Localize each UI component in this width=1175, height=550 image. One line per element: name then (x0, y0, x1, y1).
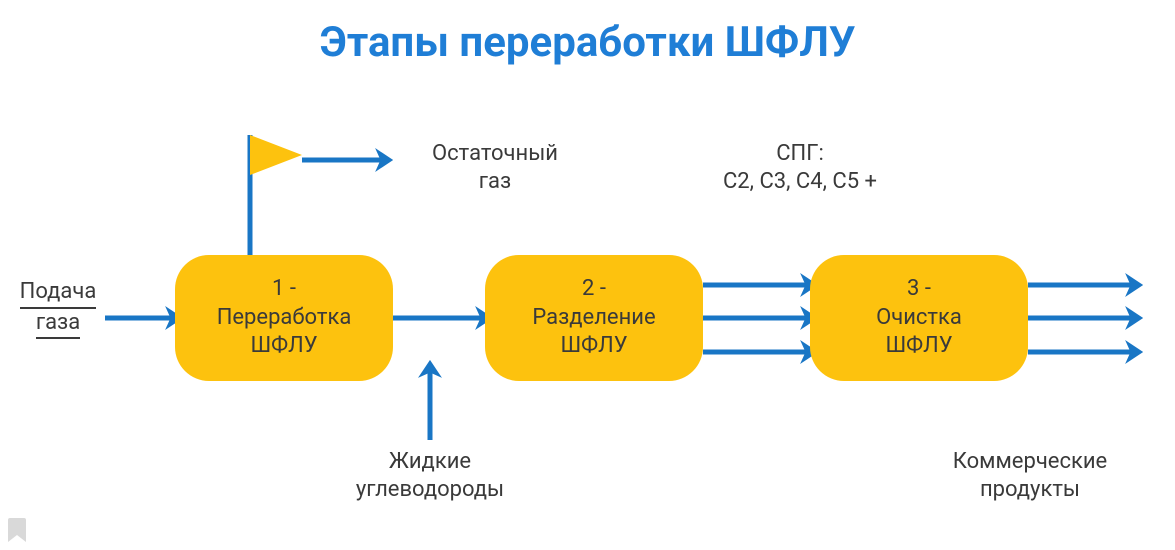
flag-pennant (250, 135, 302, 175)
bookmark-shape (8, 518, 26, 542)
process-node-n1: 1 -ПереработкаШФЛУ (175, 255, 393, 381)
label-resid-gas: Остаточный газ (395, 140, 595, 195)
label-commercial: Коммерческие продукты (900, 448, 1160, 503)
node-line1: 3 - (907, 275, 931, 304)
label-liquids: Жидкие углеводороды (300, 448, 560, 503)
node-line3: ШФЛУ (560, 332, 627, 361)
label-spg: СПГ: C2, C3, C4, C5 + (665, 140, 935, 195)
label-input-word1: Подача (20, 278, 97, 309)
node-line1: 1 - (272, 275, 296, 304)
process-node-n3: 3 -ОчисткаШФЛУ (810, 255, 1028, 381)
node-line1: 2 - (582, 275, 606, 304)
process-node-n2: 2 -РазделениеШФЛУ (485, 255, 703, 381)
node-line2: Разделение (532, 304, 655, 333)
bookmark-icon (8, 518, 26, 542)
node-line3: ШФЛУ (885, 332, 952, 361)
node-line2: Переработка (217, 304, 352, 333)
label-input-word2: газа (36, 309, 80, 340)
flag-icon (250, 135, 302, 175)
node-line3: ШФЛУ (250, 332, 317, 361)
node-line2: Очистка (876, 304, 962, 333)
label-input: Подачагаза (8, 278, 108, 339)
